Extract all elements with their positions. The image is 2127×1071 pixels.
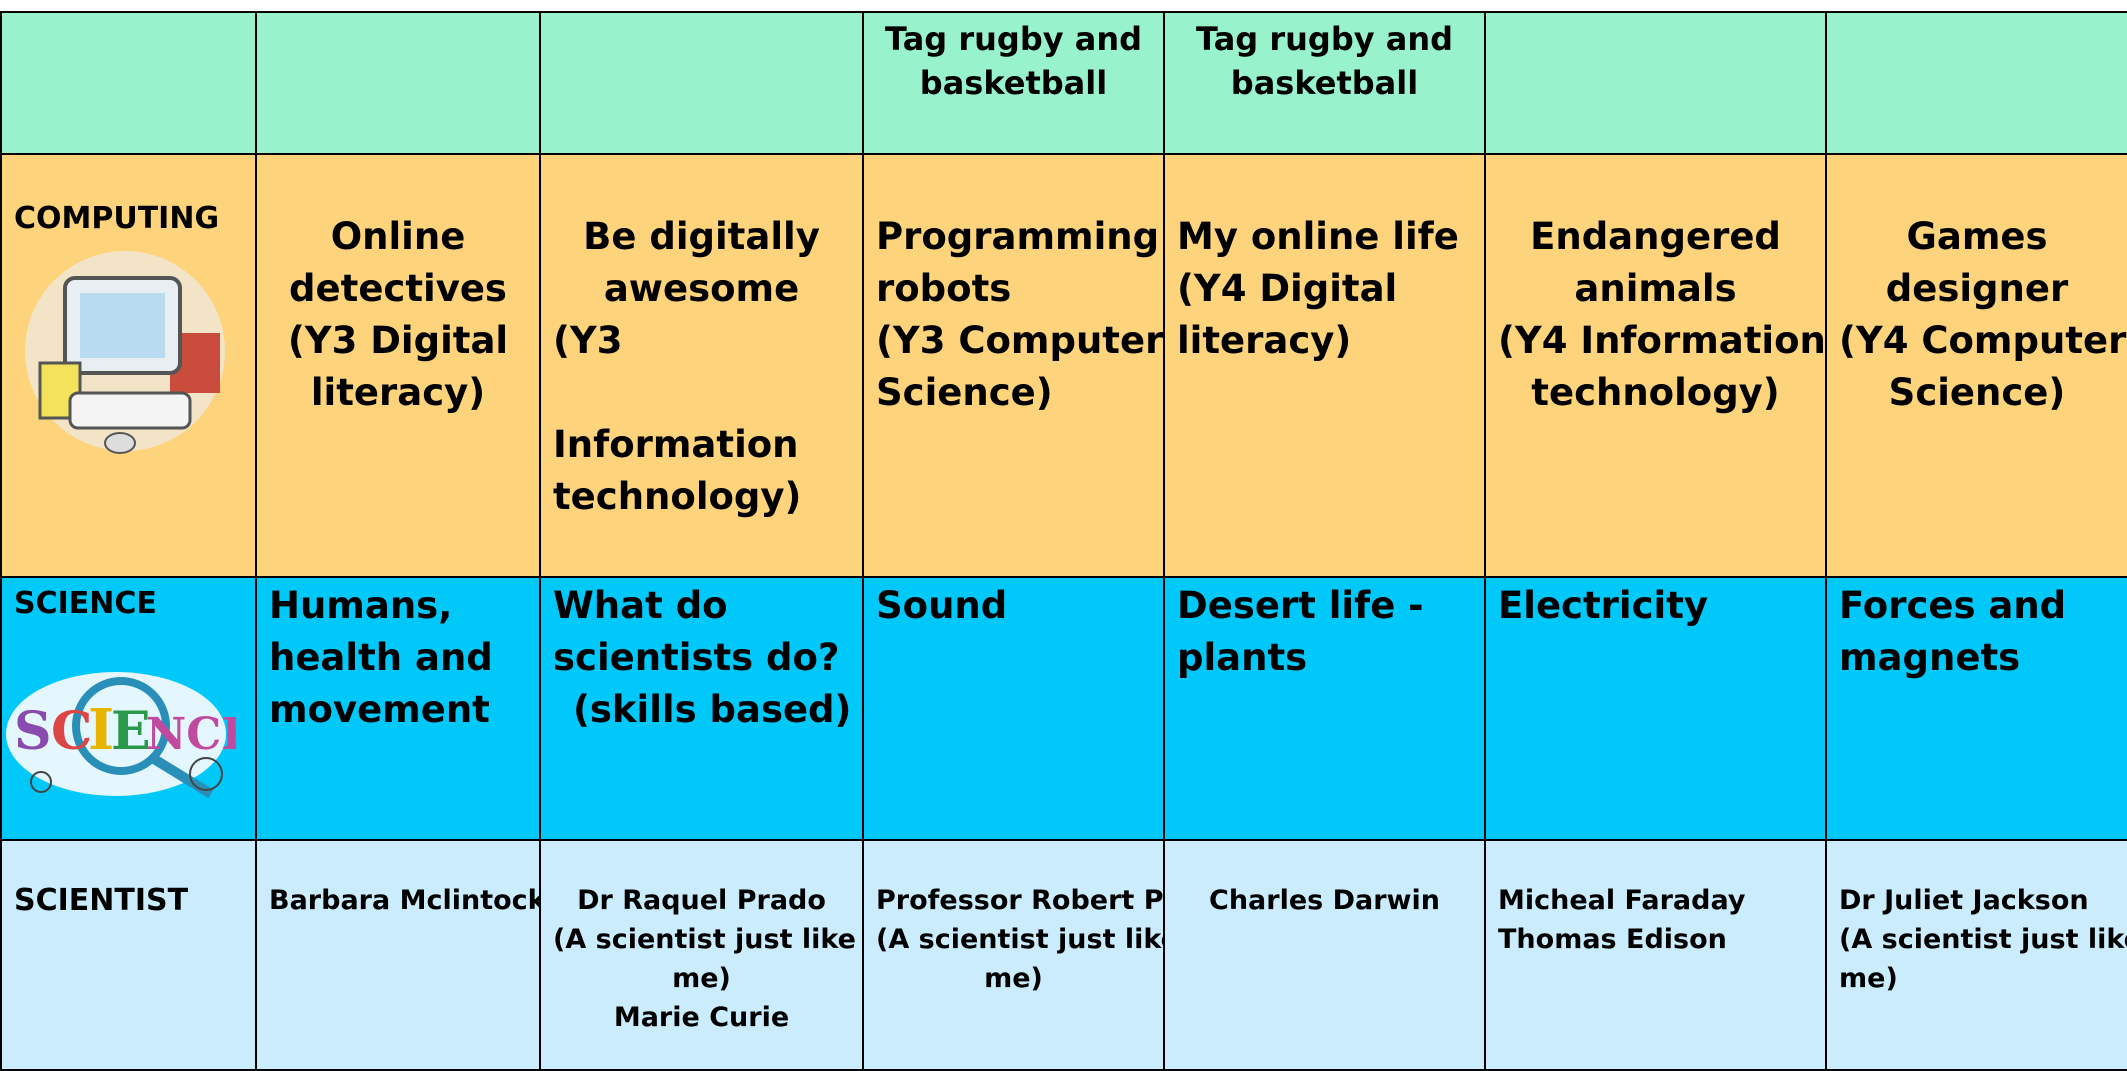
cell-line: (Y3 Digital (287, 319, 509, 362)
cell-line: plants (1177, 636, 1308, 679)
table-cell (1825, 11, 2127, 155)
table-cell (255, 11, 541, 155)
cell-line: Tag rugby and (1196, 20, 1453, 58)
cell-line: Charles Darwin (1209, 885, 1440, 916)
table-cell: Programming robots (Y3 Computer Science) (862, 153, 1165, 578)
cell-line: basketball (1230, 64, 1419, 102)
cell-line: Dr Juliet Jackson (1839, 885, 2089, 916)
cell-line: literacy) (1177, 319, 1352, 362)
table-cell: Games designer (Y4 Computer Science) (1825, 153, 2127, 578)
cell-line: me) (672, 963, 731, 994)
svg-text:NCE: NCE (146, 709, 236, 760)
cell-line: (A scientist just like (553, 924, 856, 955)
cell-line: (Y4 Digital (1177, 267, 1398, 310)
cell-line: detectives (289, 267, 507, 310)
table-cell: Micheal Faraday Thomas Edison (1484, 839, 1827, 1071)
row-header-cell: COMPUTING (0, 153, 257, 578)
cell-line: Endangered (1530, 215, 1781, 258)
table-row: SCIENTIST Barbara Mclintock Dr Raquel Prad… (0, 839, 2127, 1071)
cell-line: Programming (876, 215, 1160, 258)
cell-line: Humans, (269, 584, 453, 627)
cell-line: Sound (876, 584, 1008, 627)
cell-line: Desert life - (1177, 584, 1424, 627)
cell-line: technology) (553, 475, 802, 518)
table-cell: What do scientists do? (skills based) (539, 576, 864, 841)
cell-line: (Y4 Information (1498, 319, 1826, 362)
cell-line: Micheal Faraday (1498, 885, 1746, 916)
cell-line: (Y3 Computer (876, 319, 1164, 362)
science-logo: S C I E NCE (6, 672, 236, 799)
computer-icon (25, 251, 225, 454)
table-cell: Electricity (1484, 576, 1827, 841)
table-cell: Dr Juliet Jackson (A scientist just like m… (1825, 839, 2127, 1071)
table-cell: Charles Darwin (1163, 839, 1486, 1071)
cell-line: Dr Raquel Prado (577, 885, 826, 916)
cell-line: me) (1839, 963, 1898, 994)
cell-line: basketball (919, 64, 1108, 102)
cell-line: Electricity (1498, 584, 1709, 627)
cell-line: me) (984, 963, 1043, 994)
table-row: COMPUTING Online detectives (Y3 Digital lit… (0, 153, 2127, 578)
cell-line: technology) (1531, 371, 1780, 414)
row-header-cell: SCIENCE S C I E NCE (0, 576, 257, 841)
cell-line: health and (269, 636, 493, 679)
svg-text:I: I (88, 697, 114, 763)
table-cell: Be digitally awesome (Y3 Information technol… (539, 153, 864, 578)
table-cell: My online life (Y4 Digital literacy) (1163, 153, 1486, 578)
cell-line: Barbara Mclintock (269, 885, 540, 916)
cell-line: My online life (1177, 215, 1459, 258)
table-cell: Forces and magnets (1825, 576, 2127, 841)
cell-line: Thomas Edison (1498, 924, 1727, 955)
cell-line: Tag rugby and (885, 20, 1142, 58)
table-cell: Barbara Mclintock (255, 839, 541, 1071)
table-cell: Endangered animals (Y4 Information technolo… (1484, 153, 1827, 578)
cell-line: Science) (1888, 371, 2066, 414)
table-cell: Online detectives (Y3 Digital literacy) (255, 153, 541, 578)
svg-text:S: S (14, 701, 52, 762)
cell-line: (A scientist just like (1839, 924, 2127, 955)
cell-line: designer (1885, 267, 2069, 310)
cell-line: magnets (1839, 636, 2021, 679)
cell-line: literacy) (310, 371, 486, 414)
cell-line: animals (1574, 267, 1737, 310)
cell-line: (Y3 (553, 319, 623, 362)
cell-line: SCIENCE (14, 586, 157, 621)
svg-text:E: E (111, 701, 151, 762)
svg-text:C: C (51, 701, 92, 762)
cell-line: COMPUTING (14, 201, 220, 236)
table-cell: Tag rugby and basketball (1163, 11, 1486, 155)
table-row: Tag rugby and basketball Tag rugby and bask… (0, 11, 2127, 155)
table-cell: Humans, health and movement (255, 576, 541, 841)
table-cell: Tag rugby and basketball (862, 11, 1165, 155)
cell-line: Games (1906, 215, 2048, 258)
cell-line: scientists do? (553, 636, 840, 679)
cell-line: (A scientist just like (876, 924, 1164, 955)
cell-line: Marie Curie (613, 1002, 790, 1033)
cell-line: (skills based) (573, 688, 852, 731)
cell-line: Forces and (1839, 584, 2067, 627)
cell-line: awesome (603, 267, 800, 310)
row-header-cell (0, 11, 257, 155)
table-cell (539, 11, 864, 155)
cell-line: Information (553, 423, 799, 466)
cell-line: SCIENTIST (14, 883, 189, 918)
table-cell: Dr Raquel Prado (A scientist just like me)… (539, 839, 864, 1071)
table-cell (1484, 11, 1827, 155)
cell-line: Professor Robert Pal (876, 885, 1164, 916)
table-row: SCIENCE S C I E NCE Humans, health and mov… (0, 576, 2127, 841)
cell-line: robots (876, 267, 1012, 310)
page: Tag rugby and basketball Tag rugby and bask… (0, 11, 2127, 1071)
cell-line: Online (330, 215, 466, 258)
cell-line: Be digitally (583, 215, 820, 258)
cell-line: What do (553, 584, 728, 627)
table-cell: Desert life - plants (1163, 576, 1486, 841)
curriculum-table: Tag rugby and basketball Tag rugby and bask… (0, 11, 2127, 1071)
table-cell: Sound (862, 576, 1165, 841)
table-cell: Professor Robert Pal (A scientist just li… (862, 839, 1165, 1071)
cell-line: (Y4 Computer (1839, 319, 2127, 362)
cell-line: Science) (876, 371, 1053, 414)
cell-line: movement (269, 688, 490, 731)
row-header-cell: SCIENTIST (0, 839, 257, 1071)
